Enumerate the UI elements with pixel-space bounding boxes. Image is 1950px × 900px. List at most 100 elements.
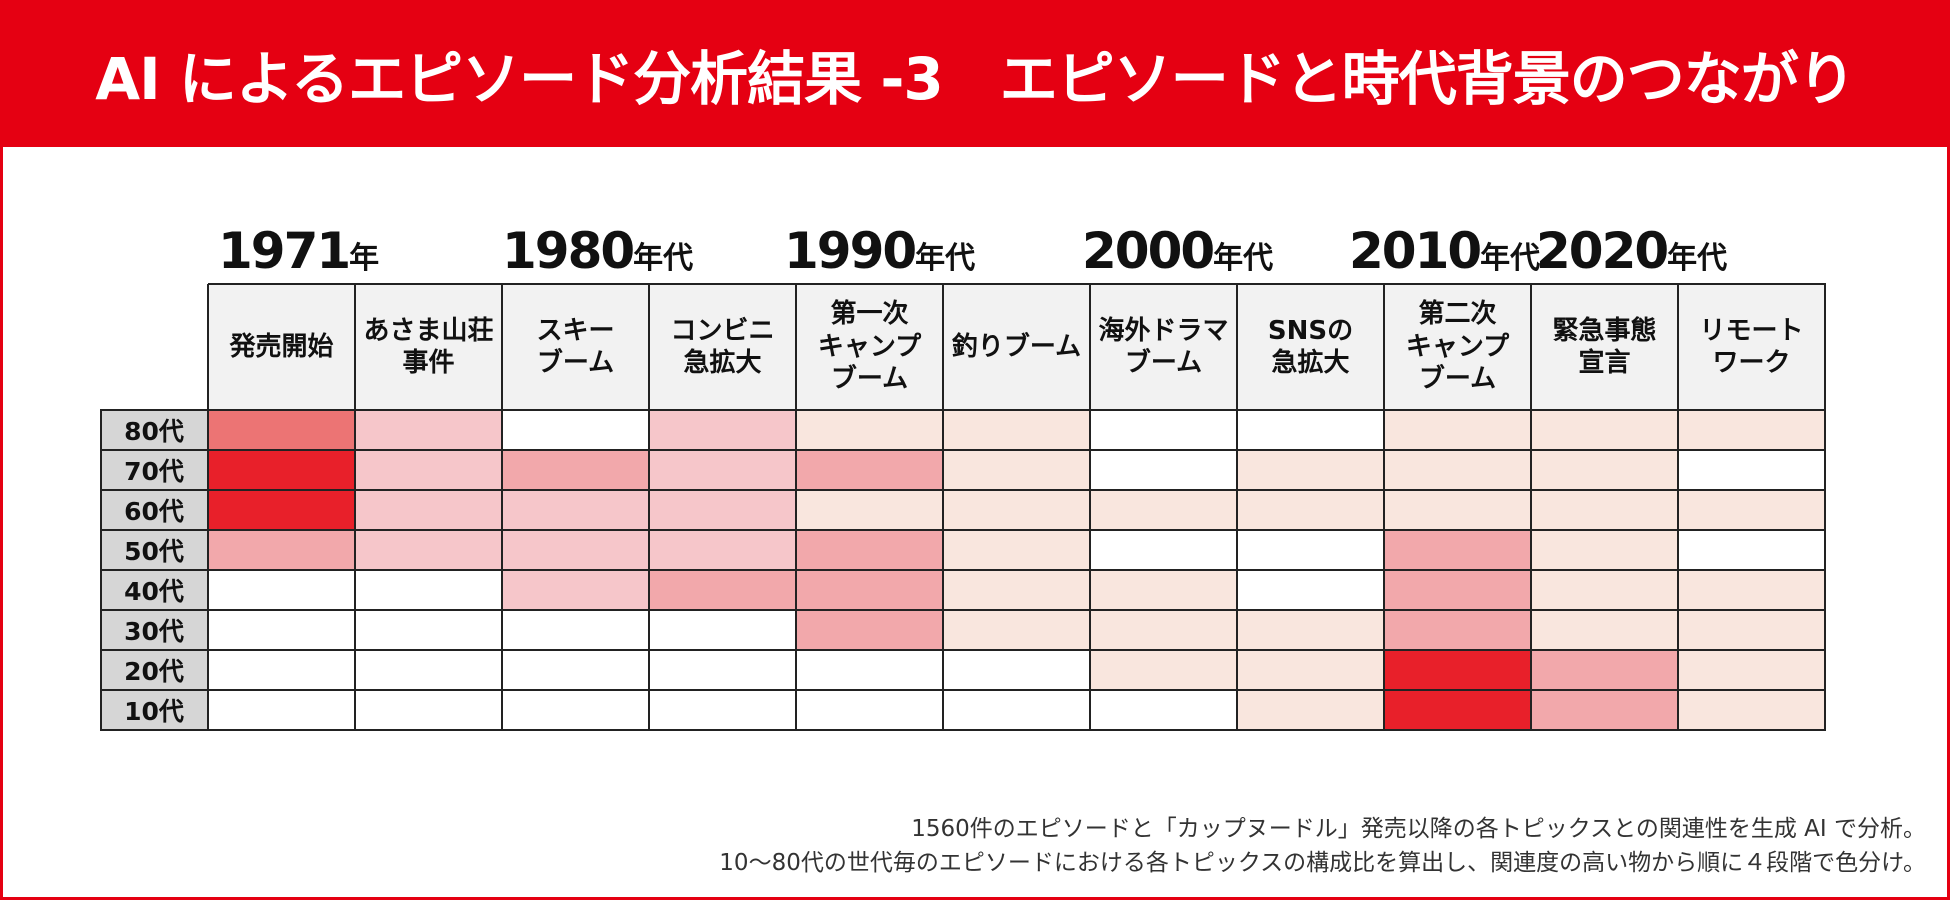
footnote: 1560件のエピソードと「カップヌードル」発売以降の各トピックスとの関連性を生成…	[719, 812, 1926, 880]
heatmap-cell	[1678, 530, 1825, 570]
heatmap-cell	[796, 570, 943, 610]
grid-line-vertical	[501, 284, 503, 730]
row-label: 30代	[100, 610, 208, 650]
era-suffix: 年代	[915, 241, 976, 276]
heatmap-cell	[1531, 690, 1678, 730]
heatmap-cell	[1237, 650, 1384, 690]
heatmap-cell	[796, 490, 943, 530]
grid-line-vertical	[942, 284, 944, 730]
column-header: 第二次 キャンプ ブーム	[1384, 284, 1531, 410]
heatmap-cell	[796, 650, 943, 690]
heatmap-cell	[1678, 490, 1825, 530]
heatmap-cell	[796, 610, 943, 650]
heatmap-cell	[1237, 490, 1384, 530]
heatmap-cell	[1090, 610, 1237, 650]
column-header: あさま山荘 事件	[355, 284, 502, 410]
heatmap-cell	[208, 570, 355, 610]
heatmap-cell	[1090, 410, 1237, 450]
heatmap-cell	[502, 690, 649, 730]
heatmap-cell	[208, 650, 355, 690]
era-label: 2020年代	[1536, 222, 1727, 280]
grid-line-vertical	[1824, 284, 1826, 730]
heatmap-cell	[1678, 410, 1825, 450]
heatmap-cell	[796, 450, 943, 490]
grid-line-horizontal	[100, 409, 1826, 411]
page-title: AI によるエピソード分析結果 -3 エピソードと時代背景のつながり	[95, 44, 1856, 113]
heatmap-cell	[1384, 570, 1531, 610]
heatmap-cell	[502, 570, 649, 610]
heatmap-cell	[1090, 530, 1237, 570]
heatmap-cell	[649, 490, 796, 530]
heatmap-cell	[649, 450, 796, 490]
heatmap-cell	[943, 610, 1090, 650]
heatmap-cell	[1531, 570, 1678, 610]
heatmap-cell	[1531, 490, 1678, 530]
heatmap-cell	[1237, 410, 1384, 450]
column-header: リモート ワーク	[1678, 284, 1825, 410]
heatmap-cell	[1384, 650, 1531, 690]
heatmap-cell	[1237, 530, 1384, 570]
era-label: 1980年代	[502, 222, 693, 280]
heatmap-cell	[208, 690, 355, 730]
heatmap-cell	[649, 690, 796, 730]
heatmap-cell	[502, 650, 649, 690]
heatmap-cell	[1531, 530, 1678, 570]
column-header: 海外ドラマ ブーム	[1090, 284, 1237, 410]
era-label: 2000年代	[1082, 222, 1273, 280]
heatmap-cell	[1237, 450, 1384, 490]
heatmap-cell	[1678, 450, 1825, 490]
heatmap-cell	[355, 650, 502, 690]
era-year: 1980	[502, 222, 635, 280]
column-header: SNSの 急拡大	[1237, 284, 1384, 410]
heatmap-cell	[943, 450, 1090, 490]
era-suffix: 年	[349, 241, 380, 276]
heatmap-cell	[1678, 650, 1825, 690]
heatmap-cell	[208, 490, 355, 530]
heatmap-cell	[649, 650, 796, 690]
grid-line-vertical	[354, 284, 356, 730]
heatmap-cell	[649, 410, 796, 450]
heatmap-cell	[1531, 450, 1678, 490]
heatmap-cell	[355, 490, 502, 530]
row-label: 80代	[100, 410, 208, 450]
grid-line-horizontal	[100, 689, 1826, 691]
heatmap-cell	[1384, 690, 1531, 730]
heatmap-cell	[1678, 570, 1825, 610]
grid-line-horizontal	[100, 729, 1826, 731]
column-header: スキー ブーム	[502, 284, 649, 410]
heatmap-cell	[355, 690, 502, 730]
column-header: 第一次 キャンプ ブーム	[796, 284, 943, 410]
title-bar	[0, 0, 1950, 147]
heatmap-cell	[1090, 490, 1237, 530]
heatmap-cell	[208, 450, 355, 490]
heatmap-cell	[943, 530, 1090, 570]
heatmap-cell	[208, 610, 355, 650]
heatmap-cell	[1531, 650, 1678, 690]
row-label: 60代	[100, 490, 208, 530]
era-suffix: 年代	[1480, 241, 1541, 276]
grid-line-horizontal	[100, 609, 1826, 611]
grid-line-vertical	[1236, 284, 1238, 730]
grid-line-horizontal	[100, 649, 1826, 651]
column-header: 発売開始	[208, 284, 355, 410]
footnote-line-1: 1560件のエピソードと「カップヌードル」発売以降の各トピックスとの関連性を生成…	[911, 816, 1926, 842]
footnote-line-2: 10～80代の世代毎のエピソードにおける各トピックスの構成比を算出し、関連度の高…	[719, 850, 1926, 876]
heatmap-cell	[1678, 610, 1825, 650]
heatmap-cell	[502, 450, 649, 490]
heatmap-cell	[208, 530, 355, 570]
row-label: 70代	[100, 450, 208, 490]
grid-line-vertical	[1530, 284, 1532, 730]
heatmap-cell	[502, 410, 649, 450]
grid-line-vertical	[648, 284, 650, 730]
grid-line-horizontal	[208, 283, 1826, 285]
grid-line-horizontal	[100, 449, 1826, 451]
era-suffix: 年代	[1213, 241, 1274, 276]
era-year: 1971	[218, 222, 351, 280]
heatmap-cell	[943, 570, 1090, 610]
grid-line-vertical	[795, 284, 797, 730]
row-label: 40代	[100, 570, 208, 610]
heatmap-cell	[796, 690, 943, 730]
heatmap-cell	[1384, 530, 1531, 570]
heatmap-cell	[1531, 610, 1678, 650]
